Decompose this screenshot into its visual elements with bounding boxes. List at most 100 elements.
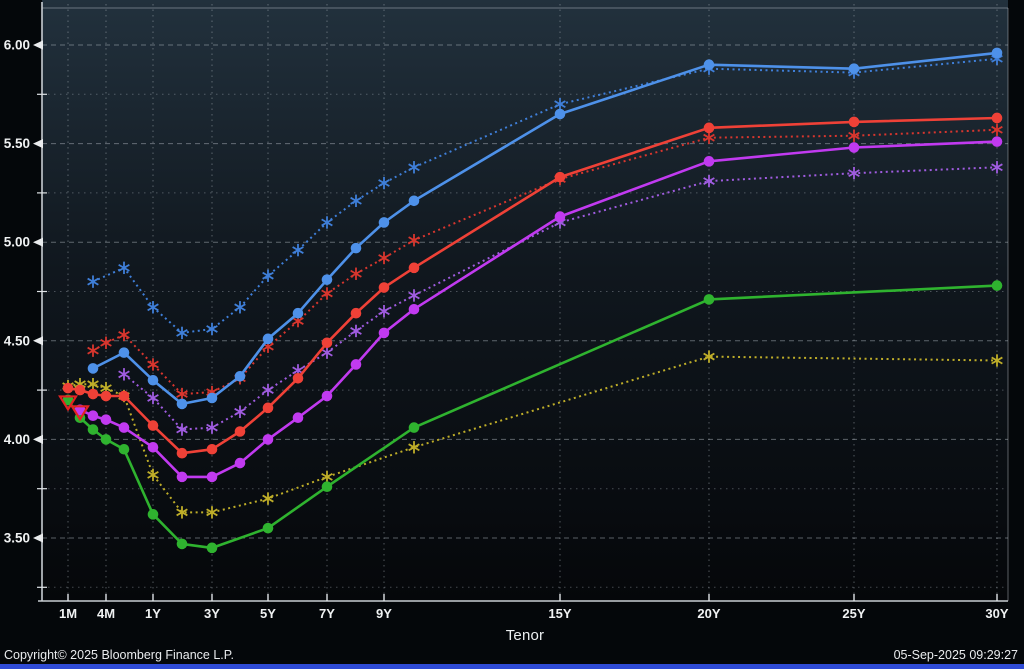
- data-point: [848, 63, 860, 74]
- x-axis: 1M 4M 1Y 3Y 5Y 7Y 9Y 15Y 20Y 25Y 30Y: [59, 594, 1009, 621]
- x-tick-label: 4M: [97, 606, 115, 621]
- data-point: [100, 390, 112, 402]
- data-point: [74, 384, 86, 396]
- data-point: [554, 108, 566, 120]
- data-point: [321, 481, 333, 493]
- data-point: [321, 274, 333, 285]
- data-point: [118, 390, 130, 402]
- triangle-marker-icon: [70, 405, 90, 422]
- series-blue-solid-line: [92, 51, 998, 406]
- data-point: [100, 434, 112, 445]
- series-red-dotted[interactable]: [87, 123, 1003, 401]
- data-point: [321, 390, 333, 402]
- timestamp-text: 05-Sep-2025 09:29:27: [893, 648, 1018, 662]
- data-point: [703, 122, 715, 134]
- data-point: [703, 294, 715, 305]
- data-point: [991, 47, 1003, 59]
- data-point: [703, 59, 715, 71]
- data-point: [234, 426, 246, 437]
- y-tick-label: 6.00: [4, 38, 30, 53]
- y-tick-label: 5.50: [4, 136, 30, 151]
- data-point: [206, 392, 218, 404]
- data-point: [703, 156, 715, 167]
- data-point: [87, 388, 99, 400]
- data-point: [147, 420, 159, 431]
- data-point: [118, 422, 130, 433]
- axes: [38, 2, 1009, 602]
- y-tick-label: 5.00: [4, 235, 30, 250]
- series-blue-solid[interactable]: [87, 47, 1003, 410]
- data-point: [292, 307, 304, 319]
- data-point: [147, 509, 159, 520]
- data-point: [408, 195, 420, 207]
- series-yellow-dotted[interactable]: [62, 350, 1003, 519]
- data-point: [378, 282, 390, 293]
- y-tick-arrow-icon: [33, 237, 43, 247]
- data-point: [848, 116, 860, 128]
- x-tick-label: 3Y: [204, 606, 220, 621]
- data-point: [408, 303, 420, 315]
- y-tick-label: 4.50: [4, 333, 30, 348]
- data-point: [176, 538, 188, 550]
- data-point: [350, 359, 362, 370]
- y-tick-arrow-icon: [33, 139, 43, 149]
- x-tick-label: 7Y: [319, 606, 335, 621]
- data-point: [350, 242, 362, 254]
- data-point: [176, 398, 188, 410]
- triangle-marker-icon: [58, 395, 78, 412]
- data-point: [991, 136, 1003, 147]
- data-point: [206, 542, 218, 554]
- y-tick-arrow-icon: [33, 336, 43, 346]
- data-point: [350, 307, 362, 319]
- y-tick-arrow-icon: [33, 40, 43, 50]
- bottom-accent-bar: [0, 664, 1024, 669]
- data-point: [147, 374, 159, 386]
- data-point: [991, 280, 1003, 291]
- x-tick-label: 25Y: [842, 606, 865, 621]
- y-tick-arrow-icon: [33, 533, 43, 543]
- series-red-triangles[interactable]: [58, 395, 90, 422]
- data-point: [87, 410, 99, 422]
- data-point: [408, 422, 420, 433]
- series-magenta-solid[interactable]: [74, 136, 1003, 483]
- x-tick-label: 1Y: [145, 606, 161, 621]
- data-point: [262, 434, 274, 445]
- series-blue-dotted[interactable]: [87, 52, 1003, 340]
- x-tick-label: 20Y: [697, 606, 720, 621]
- data-point: [206, 443, 218, 455]
- y-axis: 6.00 5.50 5.00 4.50 4.00 3.50: [4, 38, 47, 588]
- data-point: [554, 171, 566, 183]
- data-point: [234, 457, 246, 469]
- series-red-solid[interactable]: [62, 112, 1003, 459]
- data-point: [321, 337, 333, 349]
- data-point: [262, 333, 274, 345]
- data-point: [118, 443, 130, 455]
- data-point: [848, 142, 860, 153]
- data-point: [292, 412, 304, 424]
- series-green-solid[interactable]: [62, 280, 1003, 554]
- data-point: [262, 522, 274, 534]
- data-point: [262, 402, 274, 414]
- data-point: [147, 441, 159, 453]
- data-point: [206, 471, 218, 483]
- data-point: [378, 327, 390, 339]
- data-point: [62, 382, 74, 394]
- x-tick-label: 30Y: [985, 606, 1008, 621]
- y-tick-label: 3.50: [4, 531, 30, 546]
- data-point: [176, 447, 188, 459]
- gridlines: [42, 4, 1008, 601]
- data-point: [87, 424, 99, 435]
- data-point: [118, 347, 130, 358]
- data-point: [176, 471, 188, 483]
- copyright-text: Copyright© 2025 Bloomberg Finance L.P.: [4, 648, 234, 662]
- data-point: [100, 414, 112, 425]
- data-point: [292, 372, 304, 384]
- series-red-dotted-line: [92, 128, 998, 395]
- data-point: [378, 217, 390, 228]
- x-tick-label: 1M: [59, 606, 77, 621]
- x-axis-title: Tenor: [505, 627, 545, 644]
- data-point: [234, 370, 246, 382]
- x-tick-label: 15Y: [548, 606, 571, 621]
